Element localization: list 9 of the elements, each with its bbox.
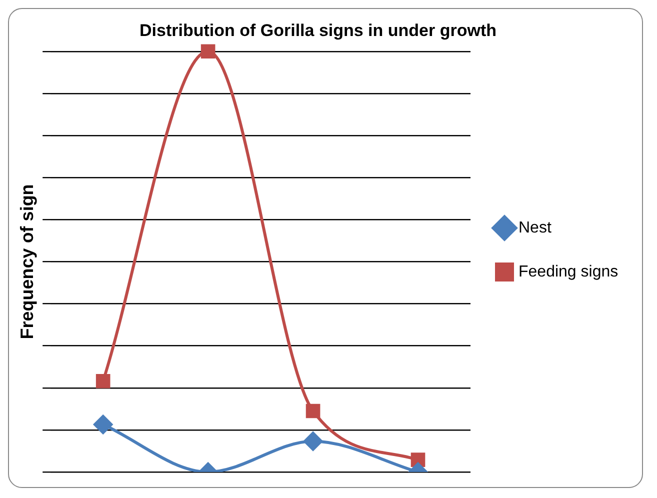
chart-title: Distribution of Gorilla signs in under growth [140, 20, 496, 40]
legend-label: Feeding signs [518, 263, 618, 280]
y-axis-title: Frequency of sign [16, 184, 37, 340]
point [304, 432, 323, 451]
point [94, 414, 113, 434]
legend-label: Nest [518, 219, 552, 236]
point [306, 404, 320, 418]
point [200, 44, 216, 59]
point [96, 374, 110, 388]
